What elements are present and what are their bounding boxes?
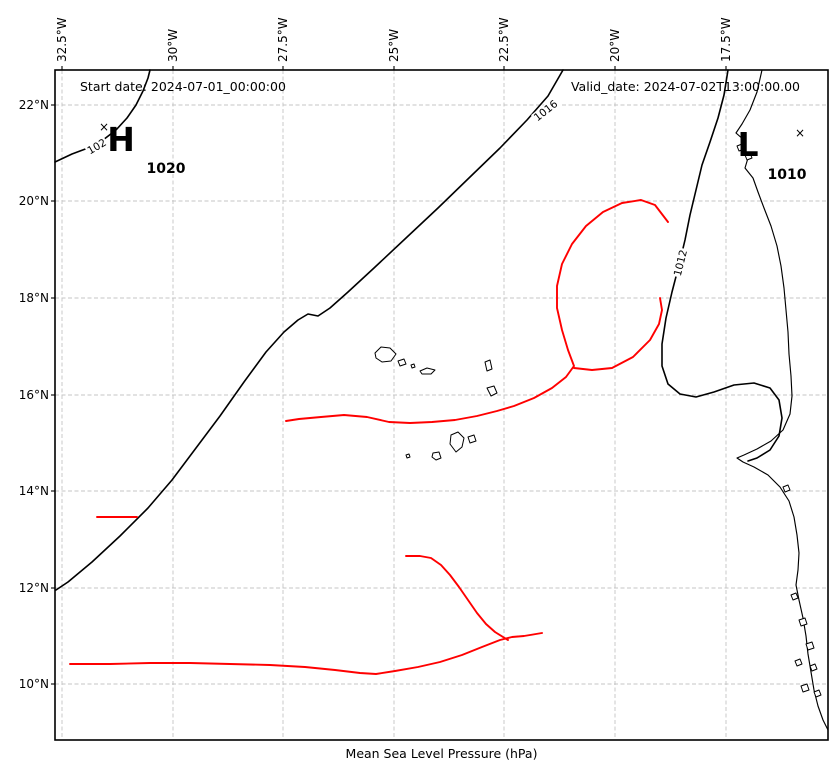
x-tick-label-text: 22.5°W (497, 17, 511, 62)
red-contour-line (405, 555, 509, 641)
isobar-1012 (661, 69, 783, 462)
island-shape (798, 617, 808, 627)
island-shape (744, 152, 753, 161)
pressure-center-high-cross-icon: × (98, 120, 110, 134)
pressure-center-high-symbol: H (107, 120, 135, 159)
pressure-center-low-value: 1010 (767, 167, 807, 183)
red-contour-line (285, 199, 669, 424)
island-shape (805, 641, 815, 651)
pressure-center-low-symbol: L (737, 125, 759, 164)
island-shape (467, 434, 477, 444)
red-contour-line (69, 632, 543, 675)
island-shape (449, 431, 465, 453)
pressure-center-low-cross-icon: × (794, 126, 806, 140)
island-shape (484, 359, 493, 372)
x-tick-label-text: 27.5°W (276, 17, 290, 62)
x-tick-label-text: 32.5°W (55, 17, 69, 62)
x-tick-label-text: 20°W (608, 28, 622, 62)
x-tick-label-text: 30°W (166, 28, 180, 62)
island-shape (736, 143, 745, 152)
island-shape (782, 484, 791, 493)
island-shape (800, 683, 810, 693)
island-shape (790, 592, 799, 601)
island-shape (794, 658, 803, 667)
y-tick-label: 14°N (18, 484, 49, 498)
island-shape (410, 363, 416, 369)
island-shape (405, 453, 411, 459)
y-tick-label: 18°N (18, 291, 49, 305)
island-shape (809, 663, 818, 672)
y-tick-label: 22°N (18, 98, 49, 112)
island-shape (813, 689, 822, 698)
isobar-1020 (54, 69, 151, 163)
pressure-center-high-value: 1020 (146, 161, 186, 177)
start-date-label: Start date: 2024-07-01_00:00:00 (80, 79, 286, 94)
y-tick-label: 16°N (18, 388, 49, 402)
island-shape (419, 367, 436, 375)
isobar-1016 (55, 69, 564, 591)
x-axis-title: Mean Sea Level Pressure (hPa) (345, 746, 538, 761)
y-tick-label: 12°N (18, 581, 49, 595)
island-shape (374, 346, 397, 363)
island-shape (486, 385, 498, 397)
x-tick-label-text: 25°W (387, 28, 401, 62)
valid-date-label: Valid_date: 2024-07-02T13:00:00.00 (570, 79, 800, 94)
y-tick-label: 20°N (18, 194, 49, 208)
coastline-path (735, 69, 829, 731)
island-shape (431, 451, 442, 461)
plot-border (54, 69, 829, 741)
island-shape (397, 358, 407, 367)
x-tick-label-text: 17.5°W (719, 17, 733, 62)
y-tick-label: 10°N (18, 677, 49, 691)
red-contour-line (573, 297, 663, 371)
